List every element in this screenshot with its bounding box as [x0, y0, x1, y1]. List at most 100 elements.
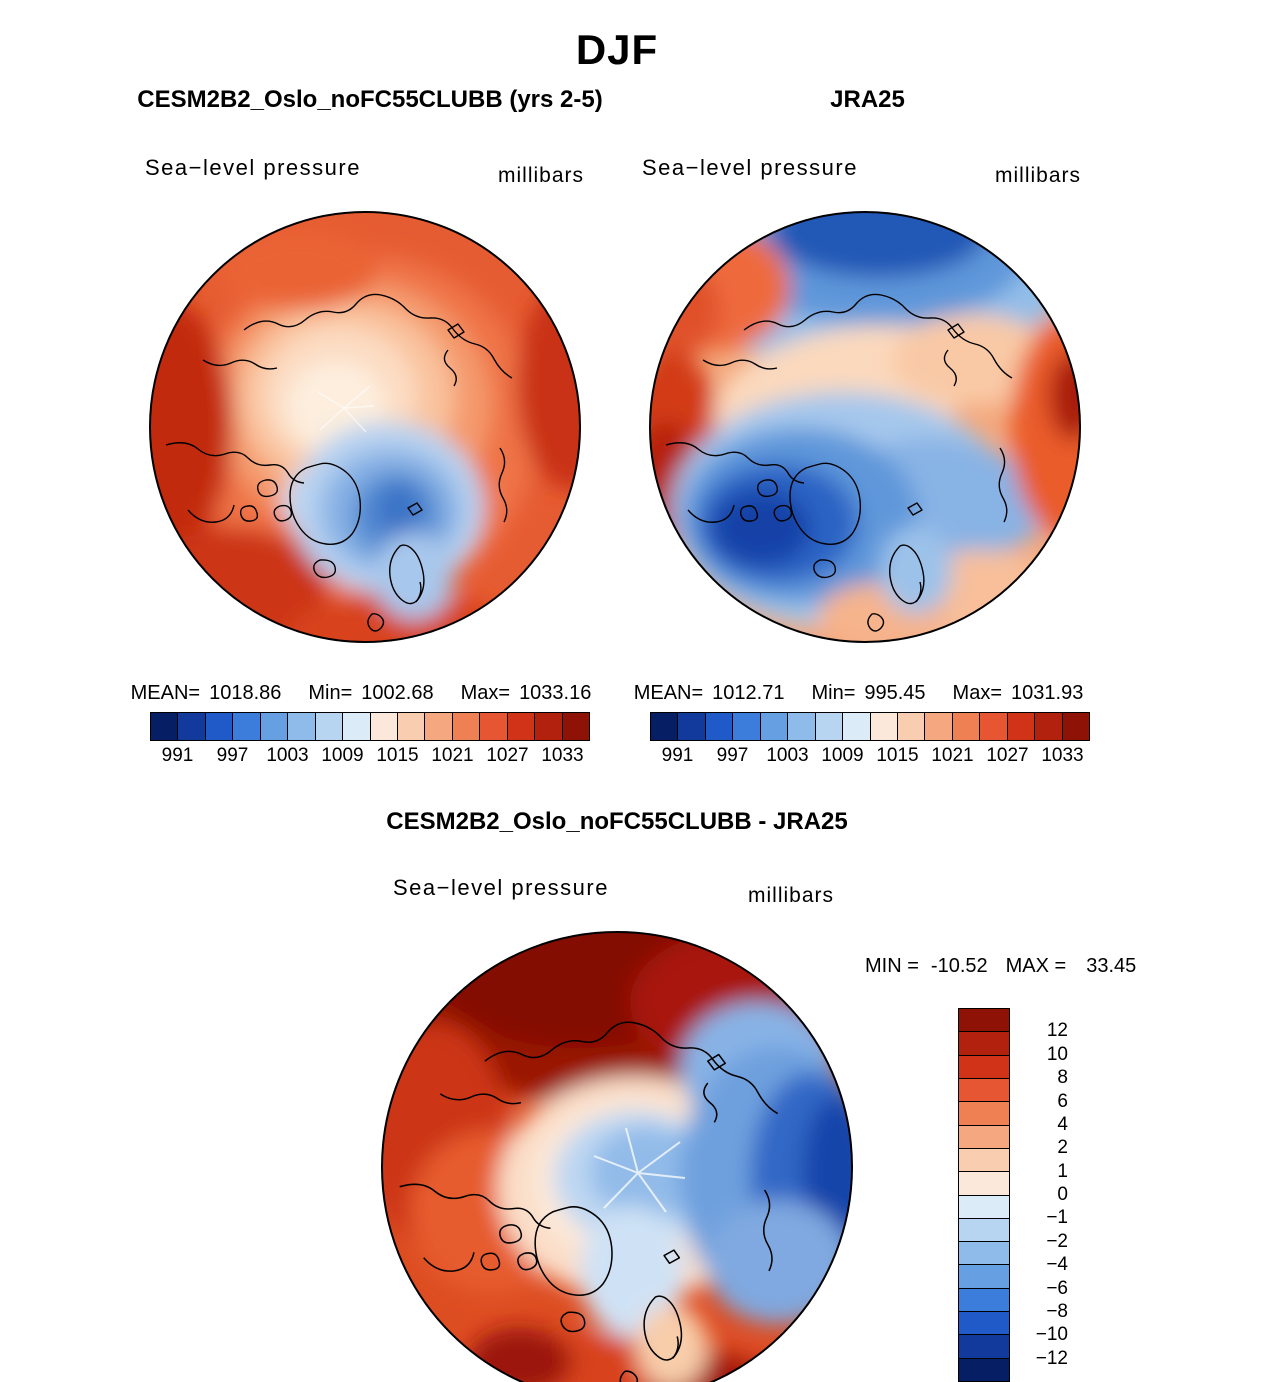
colorbar-tick-label: 6: [1057, 1090, 1068, 1112]
stat-label: Min=: [811, 682, 856, 704]
colorbar-cell: [369, 713, 397, 740]
colorbar-cell: [959, 1031, 1009, 1055]
colorbar-cell: [479, 713, 507, 740]
colorbar-tick-label: 1033: [541, 745, 584, 766]
colorbar-cell: [534, 713, 562, 740]
colorbar-cell: [506, 713, 535, 740]
stat-value: 1002.68: [361, 682, 434, 704]
colorbar-tick-label: −1: [1046, 1207, 1068, 1229]
map-boundary-circle: [381, 931, 853, 1382]
model-map: [149, 211, 581, 643]
colorbar-tick-label: 1027: [486, 745, 529, 766]
colorbar-cell: [924, 713, 952, 740]
map-boundary-circle: [649, 211, 1081, 643]
reference-stats: MEAN= 1012.71 Min= 995.45 Max= 1031.93: [634, 682, 1095, 705]
colorbar-tick-label: 1015: [376, 745, 419, 766]
colorbar-cell: [979, 713, 1007, 740]
colorbar-cell: [259, 713, 288, 740]
colorbar-tick-label: 0: [1057, 1184, 1068, 1205]
stat-label: MIN =: [865, 955, 919, 977]
stat-value: 1012.71: [712, 682, 785, 704]
colorbar-tick-label: 1033: [1041, 745, 1084, 766]
colorbar-cell: [424, 713, 452, 740]
colorbar-cell: [842, 713, 870, 740]
page-title: DJF: [575, 26, 659, 73]
reference-map: [649, 211, 1081, 643]
colorbar-cell: [704, 713, 733, 740]
model-panel-title: CESM2B2_Oslo_noFC55CLUBB (yrs 2-5): [137, 86, 603, 113]
colorbar-tick-label: −12: [1035, 1347, 1068, 1369]
colorbar-cell: [651, 713, 678, 740]
colorbar-cell: [1034, 713, 1062, 740]
colorbar-cell: [177, 713, 205, 740]
colorbar-cell: [1006, 713, 1035, 740]
colorbar-tick-label: −6: [1046, 1277, 1068, 1299]
colorbar-cell: [896, 713, 925, 740]
colorbar-cell: [959, 1171, 1009, 1195]
colorbar-cell: [787, 713, 815, 740]
stat-label: MEAN=: [633, 682, 704, 704]
colorbar-cell: [287, 713, 315, 740]
colorbar-cell: [959, 1217, 1009, 1242]
reference-colorbar-block: 991 997 1003 1009 1015 1021 1027 1033: [650, 712, 1090, 771]
model-stats: MEAN= 1018.86 Min= 1002.68 Max= 1033.16: [80, 682, 660, 705]
colorbar-tick-label: 2: [1057, 1137, 1068, 1159]
colorbar-cell: [959, 1147, 1009, 1172]
difference-colorbar: [958, 1008, 1010, 1382]
colorbar-cell: [959, 1077, 1009, 1102]
colorbar-cell: [396, 713, 425, 740]
colorbar-tick-label: −8: [1046, 1300, 1068, 1322]
colorbar-tick-label: 10: [1046, 1043, 1068, 1065]
difference-stats: MIN = -10.52 MAX = 33.45: [865, 955, 1136, 978]
colorbar-tick-label: 991: [161, 745, 194, 766]
colorbar-cell: [204, 713, 233, 740]
difference-units-label: millibars: [748, 884, 835, 907]
colorbar-tick-label: −4: [1046, 1254, 1068, 1276]
stat-label: Max=: [460, 682, 511, 704]
colorbar-cell: [959, 1101, 1009, 1125]
colorbar-cell: [869, 713, 897, 740]
pole-artifact-lines: [593, 1127, 686, 1213]
reference-units-label: millibars: [995, 164, 1082, 187]
model-colorbar-ticks: 991 997 1003 1009 1015 1021 1027 1033: [150, 745, 590, 771]
colorbar-cell: [951, 713, 980, 740]
colorbar-cell: [959, 1054, 1009, 1078]
colorbar-cell: [959, 1124, 1009, 1148]
pole-artifact-lines: [317, 385, 375, 433]
difference-panel-title: CESM2B2_Oslo_noFC55CLUBB - JRA25: [386, 808, 848, 835]
difference-pressure-field: [382, 932, 852, 1382]
colorbar-cell: [561, 713, 589, 740]
stat-label: MAX =: [1005, 955, 1067, 977]
colorbar-cell: [959, 1194, 1009, 1218]
colorbar-cell: [314, 713, 343, 740]
model-colorbar: [150, 712, 590, 741]
model-units-label: millibars: [498, 164, 585, 187]
colorbar-cell: [959, 1334, 1009, 1358]
stat-value: 1033.16: [519, 682, 592, 704]
stat-label: Min=: [308, 682, 353, 704]
reference-colorbar-ticks: 991 997 1003 1009 1015 1021 1027 1033: [650, 745, 1090, 771]
stat-value: 1018.86: [209, 682, 282, 704]
colorbar-cell: [342, 713, 370, 740]
colorbar-tick-label: 1021: [431, 745, 474, 766]
colorbar-tick-label: 4: [1057, 1113, 1068, 1135]
difference-field-label: Sea−level pressure: [393, 875, 609, 900]
colorbar-cell: [959, 1241, 1009, 1265]
colorbar-cell: [959, 1311, 1009, 1335]
stat-label: MEAN=: [130, 682, 201, 704]
colorbar-cell: [677, 713, 705, 740]
difference-map: [381, 931, 853, 1382]
colorbar-tick-label: 12: [1046, 1020, 1068, 1042]
colorbar-tick-label: 997: [216, 745, 249, 766]
colorbar-tick-label: 1009: [821, 745, 864, 766]
colorbar-tick-label: 1021: [931, 745, 974, 766]
model-field-label: Sea−level pressure: [145, 155, 361, 180]
colorbar-cell: [959, 1357, 1009, 1381]
reference-colorbar: [650, 712, 1090, 741]
colorbar-tick-label: 1009: [321, 745, 364, 766]
map-boundary-circle: [149, 211, 581, 643]
colorbar-cell: [959, 1264, 1009, 1288]
colorbar-cell: [1061, 713, 1089, 740]
colorbar-cell: [959, 1287, 1009, 1312]
